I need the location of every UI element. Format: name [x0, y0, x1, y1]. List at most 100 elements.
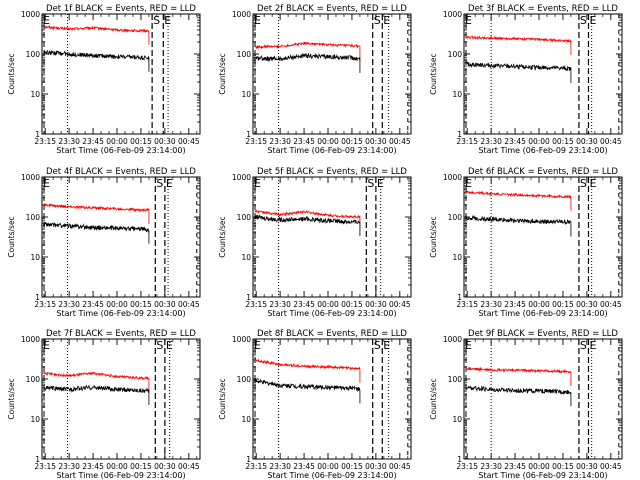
x-tick-label: 23:30 — [480, 300, 502, 309]
x-tick-label: 23:30 — [269, 300, 291, 309]
x-tick-label: 23:15 — [456, 462, 478, 471]
lld-series — [43, 370, 150, 393]
y-axis-label: Counts/sec — [7, 216, 16, 257]
plot-frame — [41, 13, 201, 135]
x-tick-label: 00:30 — [154, 462, 176, 471]
panel-title: Det 1f BLACK = Events, RED = LLD — [46, 4, 196, 14]
x-tick-label: 23:15 — [34, 300, 56, 309]
x-tick-label: 23:45 — [504, 300, 526, 309]
y-tick-label: 1 — [457, 455, 462, 464]
y-tick-label: 1000 — [232, 10, 251, 19]
y-tick-label: 1 — [457, 293, 462, 302]
plot-frame — [252, 13, 412, 135]
lld-series — [465, 190, 572, 211]
events-series — [254, 214, 361, 236]
x-tick-label: 23:45 — [504, 462, 526, 471]
x-tick-label: 23:30 — [58, 462, 80, 471]
marker-s-label: S — [580, 177, 587, 190]
x-tick-label: 00:15 — [341, 137, 363, 146]
x-axis-label: Start Time (06-Feb-09 23:14:00) — [478, 471, 607, 480]
panel-title: Det 5f BLACK = Events, RED = LLD — [257, 167, 407, 177]
y-tick-label: 1000 — [21, 335, 40, 344]
plot-frame — [252, 338, 412, 460]
events-series — [43, 49, 150, 72]
y-tick-label: 100 — [26, 213, 41, 222]
x-tick-label: 00:00 — [106, 137, 128, 146]
plot-frame — [41, 338, 201, 460]
panel-det-9: Det 9f BLACK = Events, RED = LLD 1 10 100 10… — [429, 329, 623, 480]
x-tick-label: 23:15 — [245, 137, 267, 146]
x-tick-label: 23:45 — [82, 462, 104, 471]
panel-title: Det 2f BLACK = Events, RED = LLD — [257, 4, 407, 14]
y-tick-label: 100 — [26, 50, 41, 59]
panel-det-6: Det 6f BLACK = Events, RED = LLD 1 10 100 10… — [429, 167, 623, 318]
x-tick-label: 00:15 — [130, 137, 152, 146]
y-tick-label: 1 — [35, 130, 40, 139]
x-tick-label: 23:45 — [82, 137, 104, 146]
marker-e-label: E — [164, 14, 171, 27]
x-tick-label: 00:30 — [365, 137, 387, 146]
y-axis-label: Counts/sec — [218, 53, 227, 94]
y-axis-label: Counts/sec — [429, 216, 438, 257]
events-series — [465, 61, 572, 84]
x-tick-label: 00:15 — [552, 462, 574, 471]
y-tick-label: 1000 — [443, 10, 462, 19]
panel-det-3: Det 3f BLACK = Events, RED = LLD 1 10 100 10… — [429, 4, 623, 155]
x-tick-label: 23:15 — [34, 137, 56, 146]
y-tick-label: 10 — [452, 90, 462, 99]
events-series — [43, 384, 150, 406]
start-edge-label: E — [254, 14, 261, 27]
y-axis-label: Counts/sec — [7, 53, 16, 94]
marker-e-label: E — [166, 339, 173, 352]
start-edge-label: E — [465, 177, 472, 190]
marker-s-label: S — [153, 14, 160, 27]
y-tick-label: 100 — [448, 50, 463, 59]
x-tick-label: 23:45 — [293, 137, 315, 146]
x-tick-label: 23:15 — [456, 137, 478, 146]
panel-det-2: Det 2f BLACK = Events, RED = LLD 1 10 100 10… — [218, 4, 412, 155]
panel-det-1: Det 1f BLACK = Events, RED = LLD 1 10 100 10… — [7, 4, 201, 155]
panel-det-8: Det 8f BLACK = Events, RED = LLD 1 10 100 10… — [218, 329, 412, 480]
y-axis-label: Counts/sec — [429, 53, 438, 94]
plot-frame — [463, 13, 623, 135]
x-tick-label: 00:15 — [130, 462, 152, 471]
x-tick-label: 00:15 — [552, 137, 574, 146]
start-edge-label: E — [254, 339, 261, 352]
x-tick-label: 00:15 — [341, 300, 363, 309]
y-axis-label: Counts/sec — [429, 378, 438, 419]
start-edge-label: E — [43, 14, 50, 27]
lld-series — [254, 41, 361, 61]
x-tick-label: 00:30 — [154, 137, 176, 146]
panel-title: Det 3f BLACK = Events, RED = LLD — [468, 4, 618, 14]
y-tick-label: 1 — [457, 130, 462, 139]
marker-s-label: S — [580, 339, 587, 352]
x-tick-label: 00:30 — [576, 300, 598, 309]
y-axis-label: Counts/sec — [7, 378, 16, 419]
x-axis-label: Start Time (06-Feb-09 23:14:00) — [267, 146, 396, 155]
x-axis-label: Start Time (06-Feb-09 23:14:00) — [478, 146, 607, 155]
plot-frame — [463, 338, 623, 460]
x-tick-label: 00:45 — [178, 137, 200, 146]
y-tick-label: 100 — [448, 375, 463, 384]
lld-series — [43, 24, 150, 45]
events-series — [465, 214, 572, 237]
panel-det-5: Det 5f BLACK = Events, RED = LLD 1 10 100 10… — [218, 167, 412, 318]
x-tick-label: 00:45 — [600, 462, 622, 471]
x-tick-label: 00:00 — [317, 462, 339, 471]
lld-series — [465, 366, 572, 386]
x-tick-label: 00:00 — [106, 462, 128, 471]
y-tick-label: 10 — [241, 90, 251, 99]
y-tick-label: 100 — [448, 213, 463, 222]
x-tick-label: 00:45 — [600, 300, 622, 309]
marker-s-label: S — [580, 14, 587, 27]
x-tick-label: 23:30 — [480, 137, 502, 146]
panel-det-7: Det 7f BLACK = Events, RED = LLD 1 10 100 10… — [7, 329, 201, 480]
x-tick-label: 23:30 — [58, 137, 80, 146]
x-tick-label: 00:00 — [317, 300, 339, 309]
lld-series — [465, 35, 572, 56]
y-tick-label: 100 — [237, 50, 252, 59]
panel-det-4: Det 4f BLACK = Events, RED = LLD 1 10 100 10… — [7, 167, 201, 318]
y-tick-label: 1 — [35, 293, 40, 302]
x-tick-label: 23:45 — [293, 300, 315, 309]
